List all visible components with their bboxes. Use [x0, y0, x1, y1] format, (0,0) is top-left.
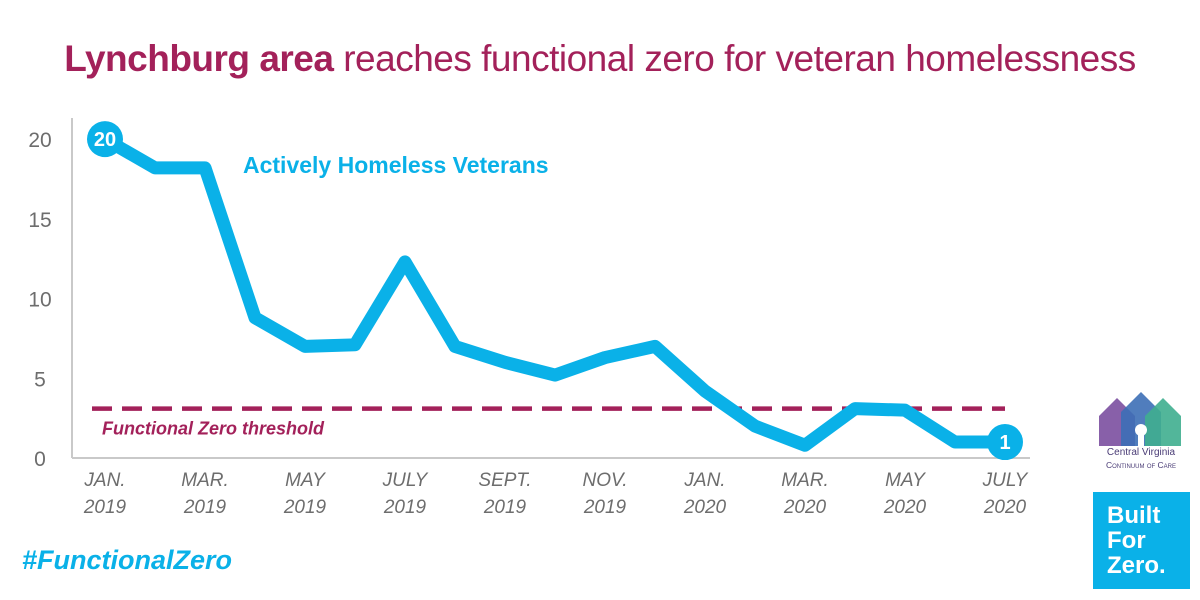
x-tick-label-month: MAY [285, 470, 326, 491]
data-label: 1 [999, 432, 1010, 454]
x-tick-label-month: MAY [885, 470, 926, 491]
cvcoc-name: Central Virginia [1106, 447, 1176, 458]
x-tick-label-month: MAR. [781, 470, 829, 491]
title-rest: reaches functional zero for veteran home… [343, 38, 1136, 79]
chart-title: Lynchburg area reaches functional zero f… [0, 38, 1200, 80]
houses-logo-icon [1099, 392, 1181, 446]
data-label: 20 [94, 129, 116, 151]
x-tick-label-month: JAN. [83, 470, 125, 491]
built-for-zero-logo: Built For Zero. [1093, 492, 1190, 589]
title-bold: Lynchburg area [64, 38, 334, 79]
x-tick-label-year: 2019 [183, 497, 227, 518]
x-tick-label-year: 2019 [483, 497, 527, 518]
x-tick-label-year: 2019 [383, 497, 427, 518]
threshold-label: Functional Zero threshold [102, 419, 325, 439]
x-tick-label-year: 2019 [83, 497, 127, 518]
bfz-line-2: For [1107, 527, 1146, 554]
data-point-marker [987, 424, 1023, 461]
x-tick-label-year: 2020 [683, 497, 727, 518]
series-label: Actively Homeless Veterans [243, 152, 549, 178]
central-virginia-coc-logo: Central Virginia Continuum of Care [1093, 390, 1189, 474]
cvcoc-subtitle: Continuum of Care [1106, 460, 1176, 470]
series-line-actively-homeless-veterans [98, 132, 1012, 452]
y-tick-label: 15 [28, 209, 51, 232]
x-tick-label-month: JAN. [683, 470, 725, 491]
bfz-line-1: Built [1107, 502, 1161, 529]
x-tick-label-month: JULY [982, 470, 1029, 491]
x-tick-label-year: 2020 [883, 497, 927, 518]
x-tick-label-year: 2019 [283, 497, 327, 518]
y-tick-label: 20 [28, 129, 51, 152]
hashtag-functional-zero: #FunctionalZero [22, 545, 233, 575]
x-tick-label-month: NOV. [582, 470, 627, 491]
x-tick-label-year: 2019 [583, 497, 627, 518]
y-tick-label: 10 [28, 289, 51, 312]
data-point-marker [87, 121, 123, 158]
y-tick-label: 5 [34, 368, 46, 391]
x-tick-label-year: 2020 [783, 497, 827, 518]
y-tick-label: 0 [34, 448, 46, 471]
x-tick-label-year: 2020 [983, 497, 1027, 518]
x-tick-label-month: SEPT. [478, 470, 531, 491]
x-tick-label-month: MAR. [181, 470, 229, 491]
x-tick-label-month: JULY [382, 470, 429, 491]
bfz-line-3: Zero. [1107, 552, 1166, 579]
